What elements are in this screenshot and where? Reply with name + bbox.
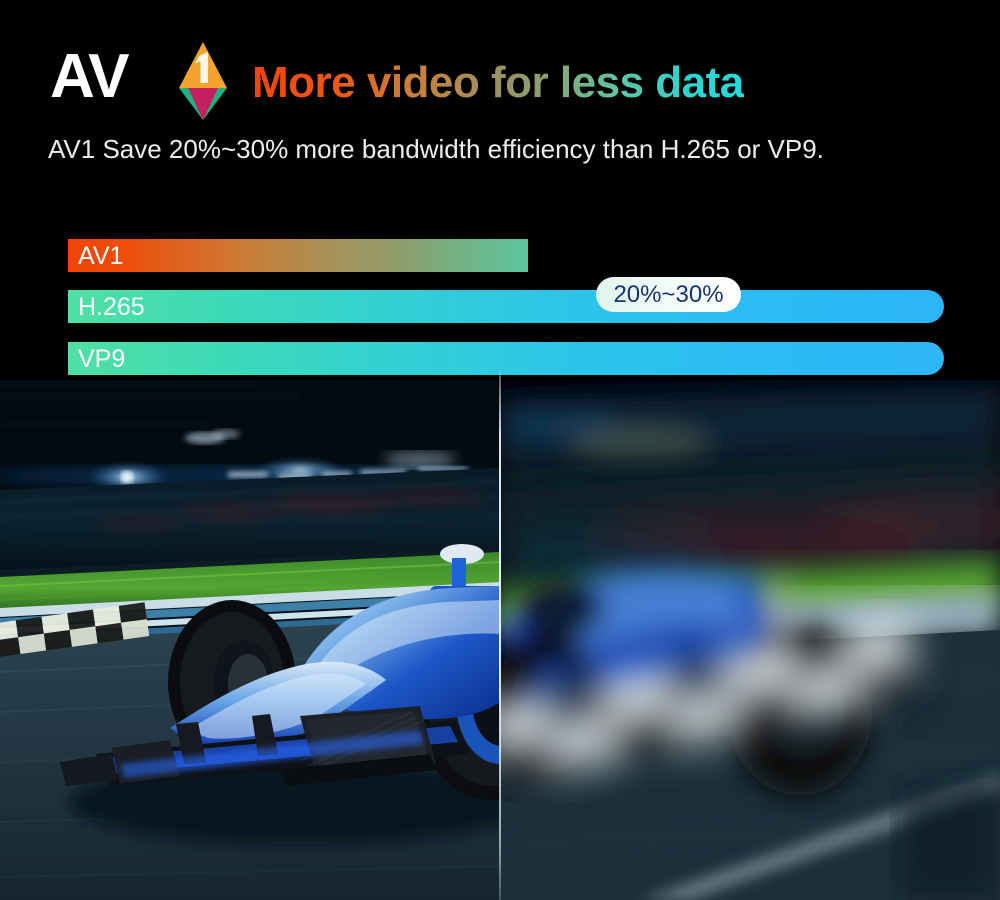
f1-photo-illustration xyxy=(0,372,1000,900)
header: AV More video for less data AV1 xyxy=(0,0,1000,200)
chart-bar-label-vp9: VP9 xyxy=(78,345,126,373)
photo-right-blurred xyxy=(500,372,1000,900)
split-divider-line xyxy=(499,372,501,900)
page-title: More video for less data xyxy=(252,58,744,107)
chart-bar-av1 xyxy=(68,239,528,272)
av1-triangle-mark-icon xyxy=(178,40,228,122)
savings-badge: 20%~30% xyxy=(596,277,741,312)
chart-bar-vp9 xyxy=(68,342,944,375)
bandwidth-comparison-chart: AV1 20%~30% H.265 VP9 xyxy=(0,200,1000,380)
chart-bar-h265 xyxy=(68,290,944,323)
chart-bar-label-h265: H.265 xyxy=(78,293,145,321)
blurred-finish-line xyxy=(500,615,922,785)
chart-bar-label-av1: AV1 xyxy=(78,242,124,270)
photo-left-sharp xyxy=(0,372,500,900)
subtitle: AV1 Save 20%~30% more bandwidth efficien… xyxy=(48,134,824,164)
av1-logo: AV xyxy=(50,40,228,122)
savings-badge-label: 20%~30% xyxy=(613,281,724,308)
av1-logo-wordmark: AV xyxy=(50,42,130,111)
